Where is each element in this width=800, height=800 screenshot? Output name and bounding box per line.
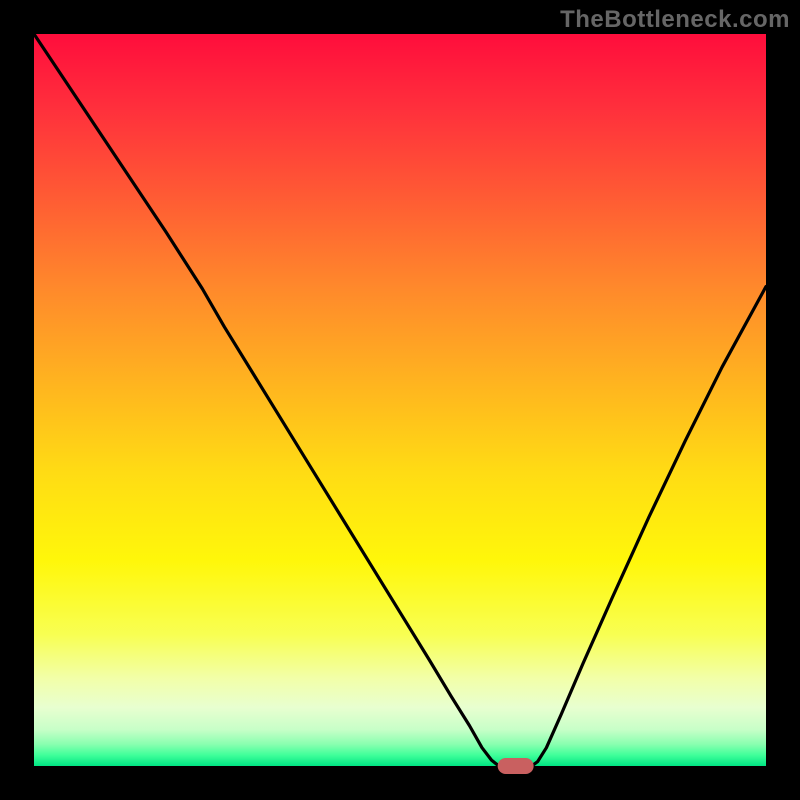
watermark-text: TheBottleneck.com bbox=[560, 6, 790, 34]
optimal-marker bbox=[498, 758, 534, 774]
chart-container: TheBottleneck.com bbox=[0, 0, 800, 800]
bottleneck-chart bbox=[0, 0, 800, 800]
chart-gradient-background bbox=[34, 34, 766, 766]
